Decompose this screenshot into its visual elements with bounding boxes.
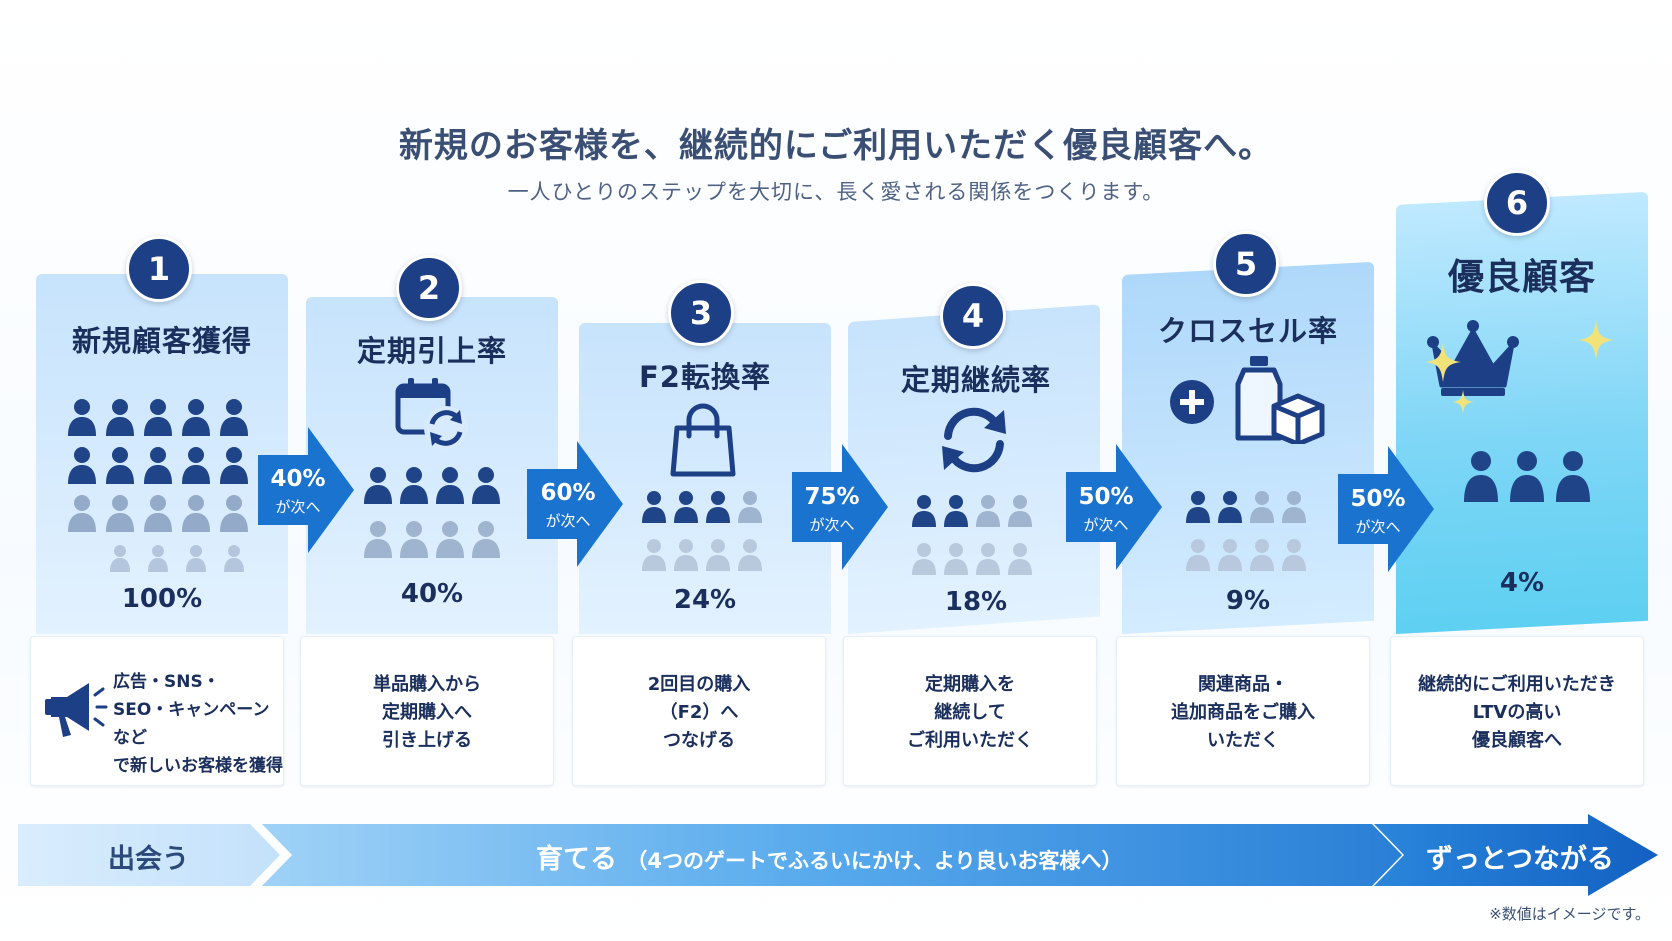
conversion-arrow-4 [1066,444,1162,570]
sparkle-icon [1425,342,1461,382]
step-description-6: 継続的にご利用いただき LTVの高い 優良顧客へ [1418,674,1616,751]
shopping-bag-icon [670,403,736,477]
conversion-arrow-5 [1338,446,1434,572]
people-group-4 [912,495,1032,575]
step-description-4: 定期購入を 継続して ご利用いただく [907,674,1033,751]
step-description-box-6: 継続的にご利用いただき LTVの高い 優良顧客へ [1390,636,1644,786]
step-description-box-2: 単品購入から 定期購入へ 引き上げる [300,636,554,786]
people-group-3 [642,491,762,571]
step-badge-3: 3 [668,280,734,346]
step-percent-3: 24% [673,585,737,615]
step-title-2: 定期引上率 [356,334,507,368]
step-title-4: 定期継続率 [900,363,1051,397]
arrow-rate-1: 40% [270,466,326,492]
step-percent-5: 9% [1225,586,1271,616]
journey-bar [18,814,1658,896]
people-group-1 [68,399,248,572]
arrow-rate-3: 75% [804,484,860,510]
step-description-1: 広告・SNS・ SEO・キャンペーンなど で新しいお客様を獲得 [113,672,283,776]
arrow-rate-2: 60% [540,480,596,506]
step-description-5: 関連商品・ 追加商品をご購入 いただく [1171,674,1315,751]
step-description-box-4: 定期購入を 継続して ご利用いただく [843,636,1097,786]
footnote: ※数値はイメージです。 [1489,905,1650,923]
arrow-rate-4: 50% [1078,484,1134,510]
step-badge-2: 2 [396,255,462,321]
sparkle-icon [1452,390,1474,414]
step-card-3 [579,323,831,634]
step-title-1: 新規顧客獲得 [71,324,252,358]
megaphone-icon [45,683,108,737]
journey-stage-meet: 出会う [108,844,189,875]
crown-icon [1427,320,1519,396]
step-description-2: 単品購入から 定期購入へ 引き上げる [373,674,481,751]
page-subtitle: 一人ひとりのステップを大切に、長く愛される関係をつくります。 [507,180,1165,204]
plus-bottle-box-icon [1170,356,1325,444]
step-description-box-1: 広告・SNS・ SEO・キャンペーンなど で新しいお客様を獲得 [30,636,284,786]
arrow-rate-5: 50% [1350,486,1406,512]
people-group-2 [364,467,500,558]
journey-stage-connect: ずっとつながる [1426,844,1614,875]
step-badge-4: 4 [940,283,1006,349]
step-badge-1: 1 [126,236,192,302]
step-description-3: 2回目の購入 （F2）へ つなげる [647,674,751,751]
step-description-box-3: 2回目の購入 （F2）へ つなげる [572,636,826,786]
step-percent-6: 4% [1499,568,1545,598]
step-percent-1: 100% [121,584,203,614]
arrow-label-3: が次へ [809,516,855,534]
step-percent-2: 40% [400,579,464,609]
conversion-arrow-3 [792,444,888,570]
people-group-6 [1464,451,1590,502]
step-badge-6: 6 [1484,170,1550,236]
conversion-arrow-1 [258,427,354,553]
conversion-arrow-2 [527,441,623,567]
page-title: 新規のお客様を、継続的にご利用いただく優良顧客へ。 [398,126,1274,166]
step-title-5: クロスセル率 [1157,314,1338,348]
step-card-2 [306,297,558,634]
step-description-box-5: 関連商品・ 追加商品をご購入 いただく [1116,636,1370,786]
arrow-label-1: が次へ [275,498,321,516]
people-group-5 [1186,491,1306,571]
arrow-label-5: が次へ [1355,518,1401,536]
step-title-3: F2転換率 [639,360,771,394]
calendar-refresh-icon [395,378,468,450]
refresh-icon [942,407,1006,473]
sparkle-icon [1578,320,1614,360]
step-badge-5: 5 [1213,231,1279,297]
step-title-6: 優良顧客 [1447,257,1596,298]
journey-stage-nurture: 育てる （4つのゲートでふるいにかけ、より良いお客様へ） [536,844,1123,875]
arrow-label-4: が次へ [1083,516,1129,534]
arrow-label-2: が次へ [545,512,591,530]
step-percent-4: 18% [944,587,1008,617]
